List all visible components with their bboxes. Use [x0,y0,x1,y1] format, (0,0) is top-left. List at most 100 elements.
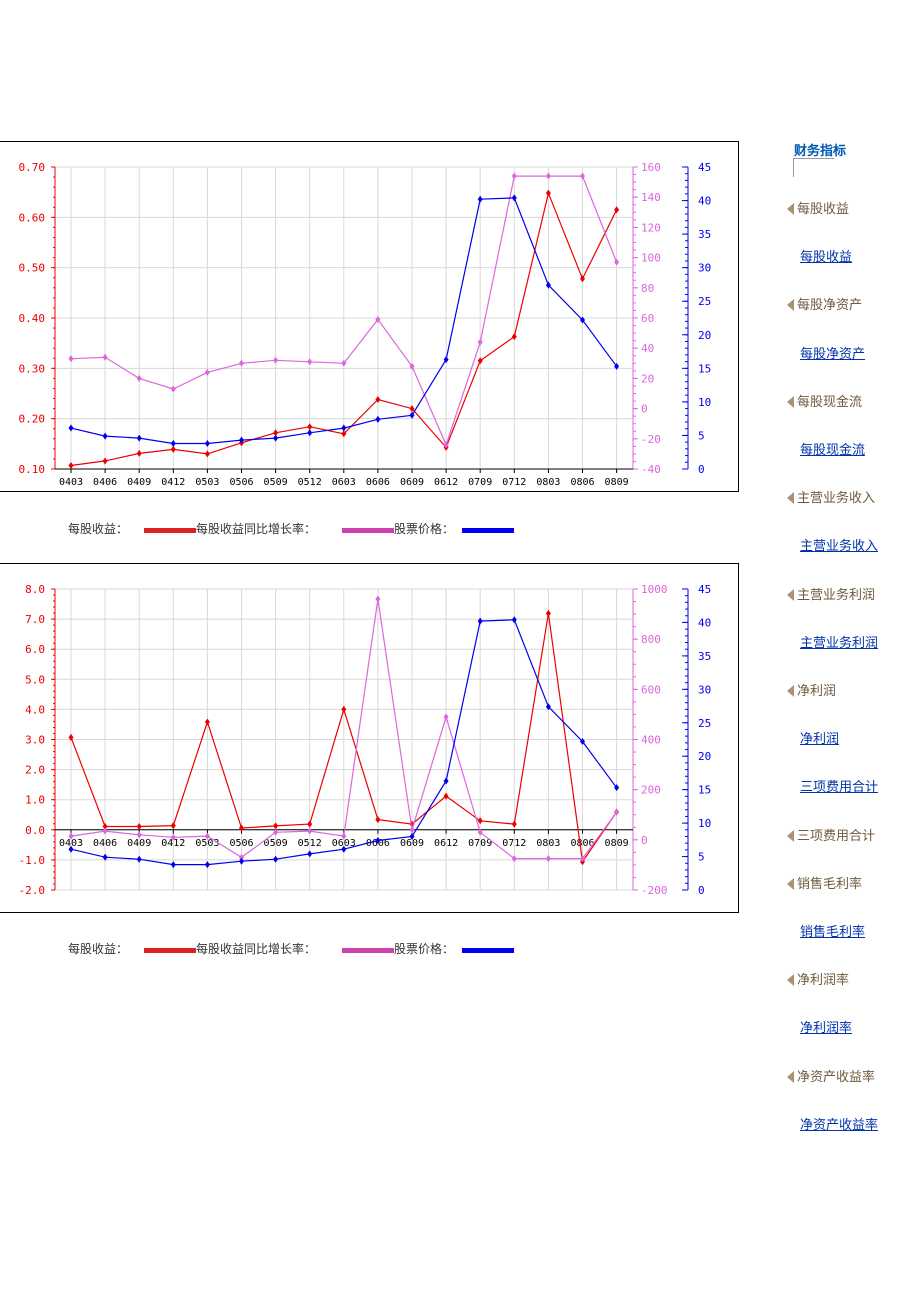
middle-axis-tick-label: 800 [641,633,661,646]
middle-axis-tick-label: 600 [641,683,661,696]
x-axis-tick-label: 0509 [264,838,288,849]
left-axis-tick-label: 0.0 [25,824,45,837]
data-point [580,738,585,746]
data-point [136,449,142,457]
eps-yoy-series [68,595,620,863]
x-axis-tick-label: 0803 [536,838,560,849]
data-point [409,362,415,370]
data-point [341,424,347,432]
left-axis-tick-label: 7.0 [25,613,45,626]
arrow-left-icon [787,589,794,601]
data-point [545,703,551,711]
x-axis-tick-label: 0612 [434,477,458,488]
left-axis-tick-label: 0.40 [19,312,46,325]
data-point [341,705,347,713]
sidebar-section-header: 每股净资产 [787,294,862,313]
middle-axis-tick-label: 400 [641,734,661,747]
sidebar-section-header: 三项费用合计 [787,825,875,844]
sidebar-section-header: 主营业务利润 [787,584,875,603]
legend-eps-label: 每股收益： [68,942,129,956]
data-point [409,405,415,413]
arrow-left-icon [787,878,794,890]
data-point [204,368,210,376]
data-point [580,316,585,324]
x-axis-tick-label: 0506 [229,838,253,849]
x-axis-tick-label: 0809 [605,477,629,488]
arrow-left-icon [787,830,794,842]
x-axis-tick-label: 0803 [536,477,560,488]
right-axis-tick-label: 10 [698,817,711,830]
sidebar-link[interactable]: 每股收益 [800,246,852,265]
data-point [307,429,313,437]
right-axis-tick-label: 20 [698,750,711,763]
left-axis-tick-label: -1.0 [19,854,46,867]
sidebar-link[interactable]: 三项费用合计 [800,776,878,795]
x-axis-tick-label: 0512 [298,477,322,488]
middle-axis-tick-label: 80 [641,282,654,295]
sidebar-link[interactable]: 净资产收益率 [800,1114,878,1133]
data-point [545,855,551,863]
middle-axis-tick-label: 140 [641,191,661,204]
left-axis-tick-label: 0.60 [19,211,46,224]
data-point [170,439,176,447]
x-axis-tick-label: 0806 [570,838,594,849]
data-point [477,338,483,346]
data-point [204,450,210,458]
x-axis-tick-label: 0606 [366,477,390,488]
legend-price-label: 股票价格： [394,942,455,956]
x-axis-tick-label: 0712 [502,477,526,488]
x-axis-tick-label: 0809 [605,838,629,849]
data-point [443,792,449,800]
sidebar-link[interactable]: 每股现金流 [800,439,865,458]
data-point [102,853,108,861]
data-point [239,824,244,832]
data-point [545,609,551,617]
middle-axis-tick-label: 0 [641,403,648,416]
data-point [580,855,585,863]
right-axis-tick-label: 35 [698,228,711,241]
data-point [204,861,210,869]
sidebar-item-label: 主营业务收入 [797,491,876,506]
data-point [204,718,210,726]
sidebar-link[interactable]: 主营业务收入 [800,535,878,554]
sidebar-link[interactable]: 净利润 [800,728,839,747]
x-axis-tick-label: 0506 [229,477,253,488]
right-axis-tick-label: 15 [698,784,711,797]
sidebar-link[interactable]: 销售毛利率 [800,921,865,940]
right-axis-tick-label: 45 [698,583,711,596]
right-axis-tick-label: 5 [698,851,705,864]
data-point [170,861,176,869]
left-axis-tick-label: 1.0 [25,794,45,807]
data-point [614,808,620,816]
legend-price-swatch [462,948,514,953]
sidebar-item-label: 主营业务利润 [800,636,879,651]
arrow-left-icon [787,974,794,986]
right-axis-tick-label: 20 [698,329,711,342]
legend-eps-yoy-label: 每股收益同比增长率： [196,522,317,536]
sidebar-link[interactable]: 净利润率 [800,1017,852,1036]
sidebar-item-label: 净利润率 [800,1021,853,1036]
sidebar-item-label: 主营业务利润 [797,588,876,603]
x-axis-tick-label: 0609 [400,838,424,849]
data-point [341,430,347,438]
data-point [614,784,620,792]
left-axis-tick-label: 0.20 [19,413,46,426]
x-axis-tick-label: 0612 [434,838,458,849]
data-point [307,850,313,858]
left-axis-tick-label: 0.30 [19,362,46,375]
sidebar-item-label: 三项费用合计 [800,780,879,795]
sidebar-item-label: 净利润率 [797,973,850,988]
x-axis-tick-label: 0403 [59,838,83,849]
data-point [273,429,279,437]
sidebar-link[interactable]: 主营业务利润 [800,632,878,651]
middle-axis-tick-label: -40 [641,463,661,476]
data-point [511,855,517,863]
data-point [204,439,210,447]
eps-yoy-series [68,172,620,449]
data-point [409,411,415,419]
data-point [614,206,620,214]
arrow-left-icon [787,492,794,504]
data-point [443,713,449,721]
sidebar-link[interactable]: 每股净资产 [800,343,865,362]
x-axis-tick-label: 0409 [127,838,151,849]
